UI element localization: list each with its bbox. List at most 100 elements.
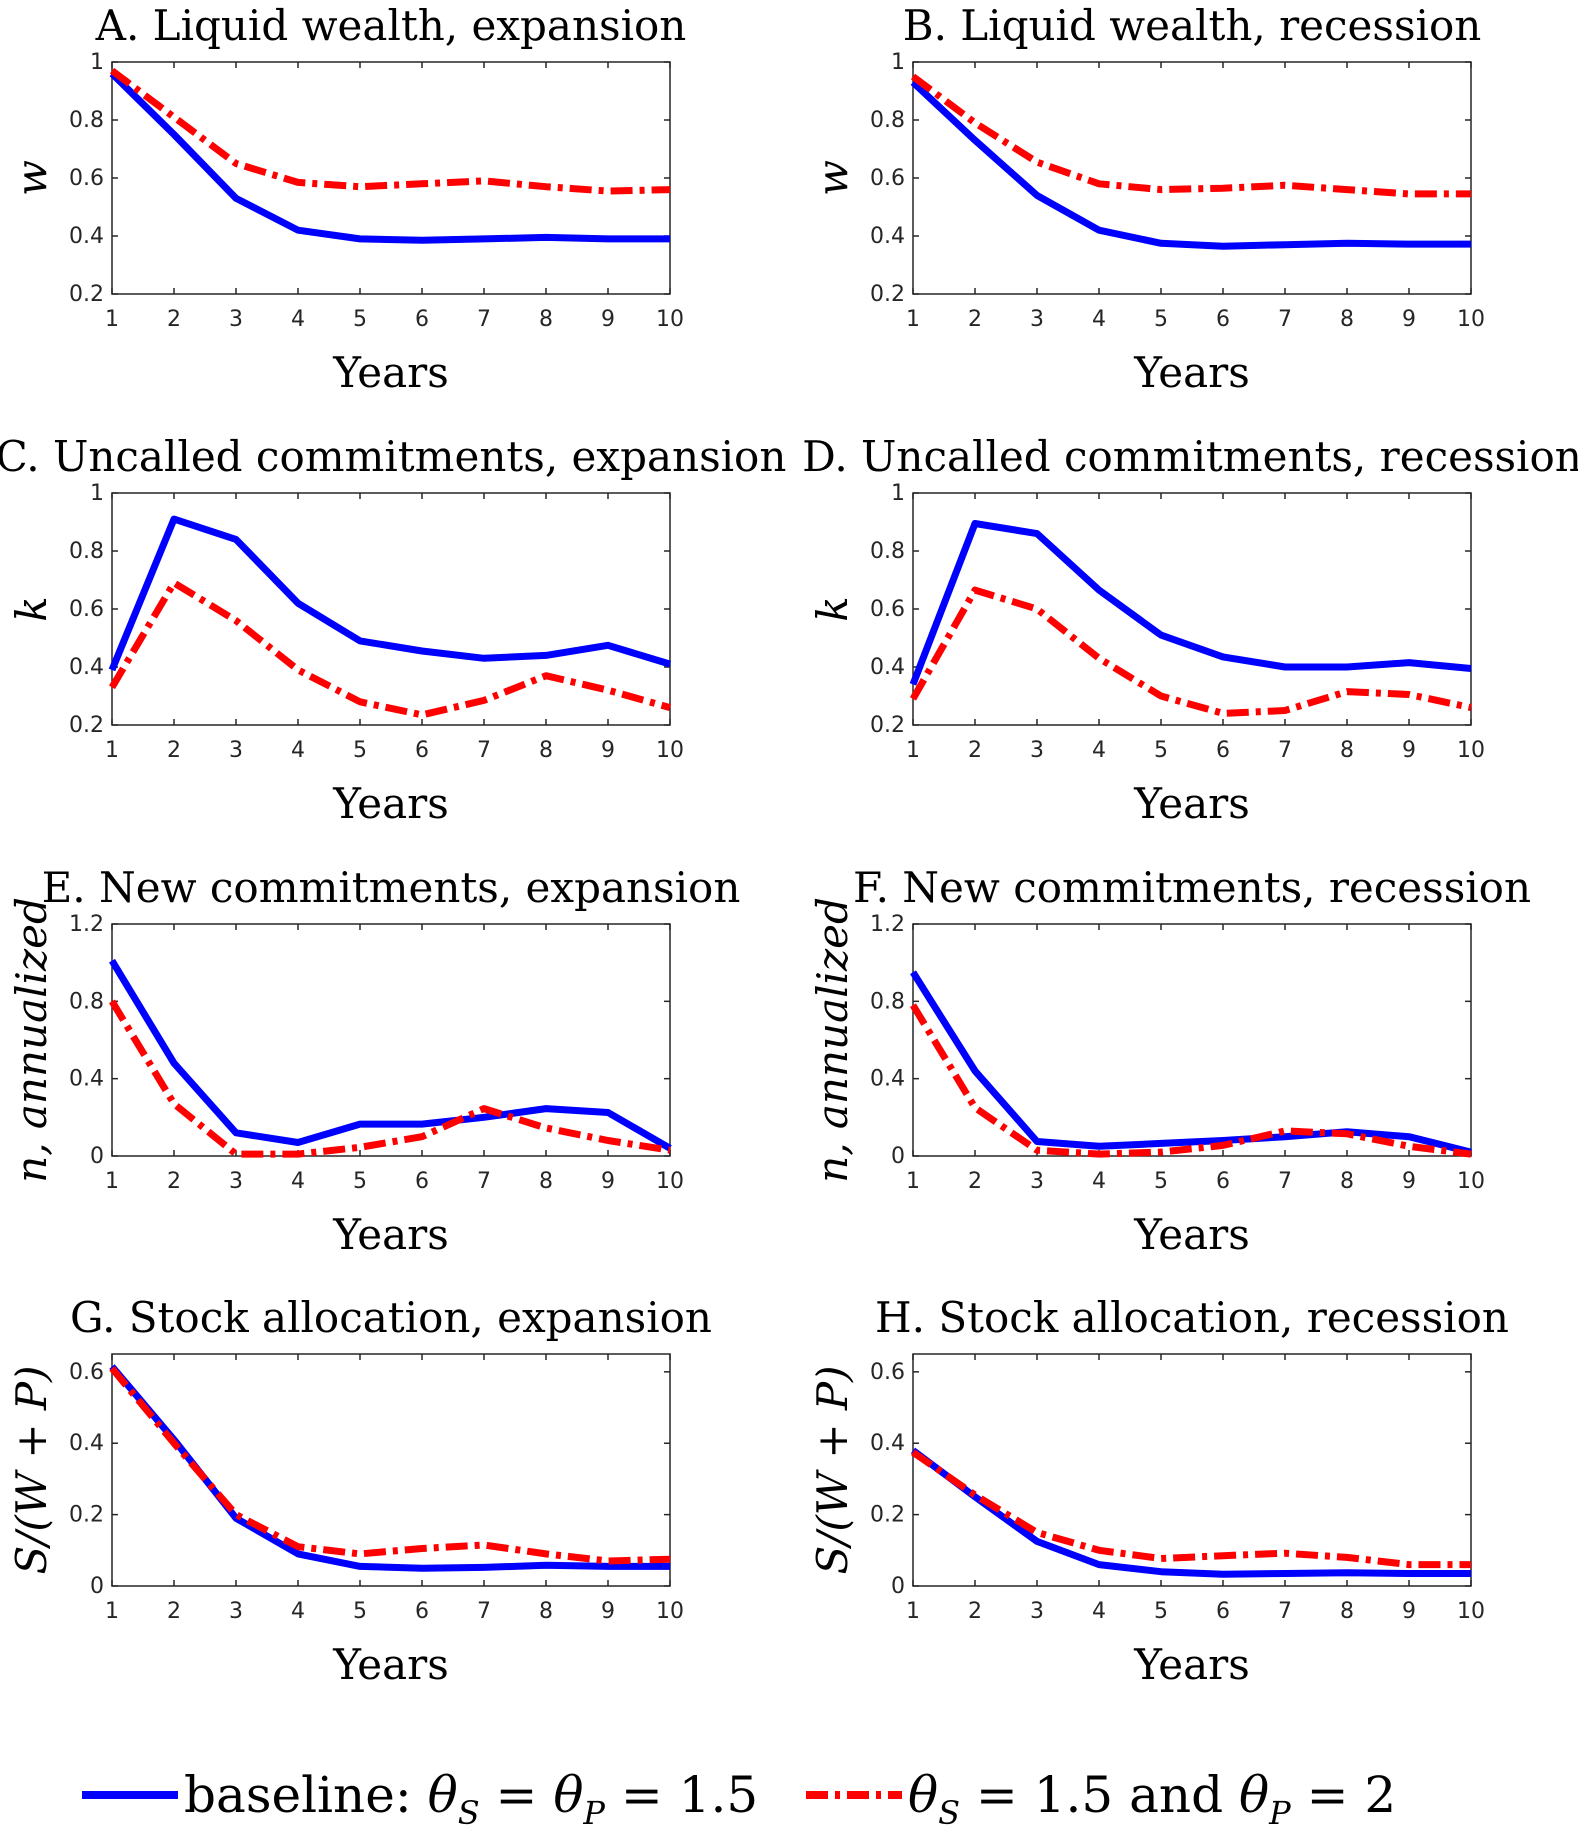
y-tick-label: 1.2 <box>870 912 905 937</box>
x-tick-label: 8 <box>539 307 553 332</box>
y-tick-label: 0.6 <box>69 166 104 191</box>
series-baseline-line <box>910 1447 1471 1578</box>
x-tick-label: 8 <box>1340 307 1354 332</box>
x-tick-label: 2 <box>968 738 982 763</box>
x-tick-label: 9 <box>1402 307 1416 332</box>
x-tick-label: 9 <box>1402 738 1416 763</box>
axes-box <box>912 1353 1472 1587</box>
x-tick-label: 2 <box>968 1169 982 1194</box>
panel-title: A. Liquid wealth, expansion <box>95 1 687 50</box>
x-tick-label: 8 <box>1340 1169 1354 1194</box>
x-tick-label: 10 <box>1457 1169 1485 1194</box>
x-axis-label: Years <box>332 779 449 828</box>
panel-g: G. Stock allocation, expansion Years S/(W … <box>7 1293 712 1689</box>
x-tick-label: 7 <box>477 1599 491 1624</box>
x-tick-label: 6 <box>415 1599 429 1624</box>
x-tick-label: 4 <box>1092 738 1106 763</box>
x-tick-label: 9 <box>601 1169 615 1194</box>
y-tick-label: 1 <box>891 50 905 75</box>
x-tick-label: 1 <box>906 1169 920 1194</box>
x-tick-label: 6 <box>415 307 429 332</box>
x-tick-label: 9 <box>601 1599 615 1624</box>
y-axis-label: n, annualized <box>7 897 56 1183</box>
series-baseline-line <box>108 515 672 672</box>
x-axis-label: Years <box>1133 1640 1250 1689</box>
series-alternative-line <box>910 1003 1472 1158</box>
axes-box <box>912 923 1472 1157</box>
series-alternative-line <box>108 579 671 719</box>
x-axis-label: Years <box>1133 1210 1250 1259</box>
x-tick-label: 3 <box>1030 738 1044 763</box>
x-tick-label: 5 <box>1154 738 1168 763</box>
x-tick-label: 2 <box>167 738 181 763</box>
y-tick-label: 0.8 <box>870 989 905 1014</box>
series-baseline-line <box>909 520 1472 686</box>
panel-d: D. Uncalled commitments, recession Years k… <box>802 432 1578 828</box>
y-axis-label: k <box>7 596 56 621</box>
y-tick-label: 0.4 <box>870 1431 905 1456</box>
y-tick-label: 0.4 <box>69 1067 104 1092</box>
x-tick-label: 5 <box>1154 1169 1168 1194</box>
x-tick-label: 5 <box>353 1169 367 1194</box>
y-tick-label: 0.8 <box>69 108 104 133</box>
series-baseline-line <box>910 79 1471 250</box>
x-tick-label: 7 <box>1278 307 1292 332</box>
x-tick-label: 7 <box>1278 738 1292 763</box>
y-tick-label: 0.2 <box>870 713 905 738</box>
x-tick-label: 5 <box>353 738 367 763</box>
x-tick-label: 6 <box>1216 1599 1230 1624</box>
x-tick-label: 2 <box>167 1169 181 1194</box>
x-tick-label: 4 <box>291 1169 305 1194</box>
axes-box <box>111 1353 671 1587</box>
x-tick-label: 4 <box>291 738 305 763</box>
series-baseline-line <box>109 71 670 244</box>
x-tick-label: 2 <box>968 1599 982 1624</box>
y-tick-label: 1 <box>891 481 905 506</box>
y-tick-label: 0.4 <box>69 224 104 249</box>
x-axis-label: Years <box>332 1640 449 1689</box>
y-tick-label: 0.8 <box>69 989 104 1014</box>
x-tick-label: 8 <box>539 1599 553 1624</box>
y-tick-label: 0.4 <box>870 655 905 680</box>
x-tick-label: 10 <box>1457 307 1485 332</box>
y-tick-label: 0.8 <box>69 539 104 564</box>
x-tick-label: 8 <box>1340 1599 1354 1624</box>
panels: A. Liquid wealth, expansion Years w 1 2 3 4 5 6 7… <box>0 1 1578 1689</box>
x-tick-label: 5 <box>1154 1599 1168 1624</box>
x-axis-label: Years <box>332 348 449 397</box>
x-tick-label: 10 <box>1457 738 1485 763</box>
y-tick-label: 0 <box>90 1144 104 1169</box>
y-axis-label: S/(W + P) <box>7 1365 56 1574</box>
panel-b: B. Liquid wealth, recession Years w 1 2 3 4 5 6 7… <box>808 1 1485 397</box>
x-tick-label: 3 <box>1030 307 1044 332</box>
x-tick-label: 10 <box>1457 1599 1485 1624</box>
y-axis-label: w <box>7 160 56 196</box>
y-tick-label: 0 <box>891 1144 905 1169</box>
x-tick-label: 6 <box>1216 1169 1230 1194</box>
x-tick-label: 10 <box>656 1599 684 1624</box>
panel-c: C. Uncalled commitments, expansion Years k… <box>0 432 786 828</box>
x-tick-label: 9 <box>1402 1169 1416 1194</box>
x-tick-label: 3 <box>229 1169 243 1194</box>
x-tick-label: 3 <box>229 1599 243 1624</box>
axes-box <box>111 923 671 1157</box>
series-alternative-line <box>910 73 1471 198</box>
x-tick-label: 7 <box>477 1169 491 1194</box>
x-tick-label: 1 <box>906 307 920 332</box>
x-tick-label: 1 <box>105 1169 119 1194</box>
series-baseline-line <box>109 958 672 1152</box>
x-axis-label: Years <box>1133 348 1250 397</box>
y-tick-label: 1 <box>90 50 104 75</box>
x-tick-label: 5 <box>353 307 367 332</box>
y-tick-label: 0.4 <box>870 1067 905 1092</box>
x-tick-label: 9 <box>601 738 615 763</box>
panel-title: B. Liquid wealth, recession <box>903 1 1482 50</box>
y-tick-label: 0.6 <box>870 1360 905 1385</box>
x-tick-label: 1 <box>105 738 119 763</box>
x-tick-label: 8 <box>1340 738 1354 763</box>
x-tick-label: 5 <box>353 1599 367 1624</box>
x-tick-label: 7 <box>1278 1169 1292 1194</box>
panel-title: G. Stock allocation, expansion <box>70 1293 712 1342</box>
x-tick-label: 2 <box>167 1599 181 1624</box>
y-tick-label: 0.8 <box>870 108 905 133</box>
